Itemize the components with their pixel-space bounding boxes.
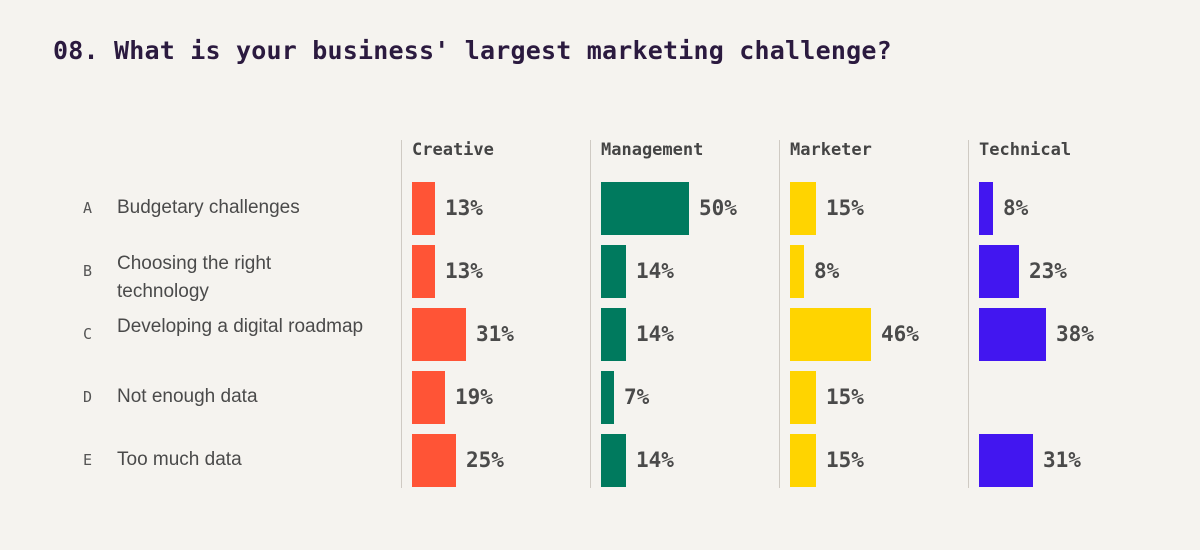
bar-marketer-e [790, 434, 816, 487]
row-letter-e: E [83, 451, 93, 469]
value-label: 8% [814, 259, 840, 283]
bar-technical-a [979, 182, 993, 235]
row-label-e: Too much data [117, 449, 242, 470]
value-label: 19% [455, 385, 493, 409]
value-label: 46% [881, 322, 919, 346]
bar-management-d [601, 371, 614, 424]
bar-creative-e [412, 434, 456, 487]
bar-creative-b [412, 245, 435, 298]
group-header-marketer: Marketer [790, 140, 872, 160]
group-header-management: Management [601, 140, 704, 160]
row-label-d: Not enough data [117, 386, 258, 407]
bar-management-a [601, 182, 689, 235]
bar-technical-c [979, 308, 1046, 361]
group-divider [968, 140, 969, 488]
value-label: 25% [466, 448, 504, 472]
bar-technical-e [979, 434, 1033, 487]
row-label-b: Choosing the right technology [117, 253, 272, 302]
value-label: 14% [636, 448, 674, 472]
value-label: 31% [1043, 448, 1081, 472]
bar-creative-a [412, 182, 435, 235]
group-header-technical: Technical [979, 140, 1072, 160]
row-letter-c: C [83, 325, 93, 343]
value-label: 7% [624, 385, 650, 409]
group-divider [401, 140, 402, 488]
value-label: 13% [445, 196, 483, 220]
value-label: 15% [826, 385, 864, 409]
value-label: 31% [476, 322, 514, 346]
value-label: 38% [1056, 322, 1094, 346]
value-label: 8% [1003, 196, 1029, 220]
value-label: 15% [826, 448, 864, 472]
value-label: 14% [636, 322, 674, 346]
bar-creative-c [412, 308, 466, 361]
value-label: 23% [1029, 259, 1067, 283]
group-divider [590, 140, 591, 488]
bar-marketer-d [790, 371, 816, 424]
bar-creative-d [412, 371, 445, 424]
value-label: 15% [826, 196, 864, 220]
bar-management-c [601, 308, 626, 361]
row-letter-b: B [83, 262, 93, 280]
group-header-creative: Creative [412, 140, 494, 160]
bar-management-b [601, 245, 626, 298]
group-divider [779, 140, 780, 488]
bar-marketer-c [790, 308, 871, 361]
chart-title: 08. What is your business' largest marke… [53, 36, 892, 65]
value-label: 50% [699, 196, 737, 220]
bar-technical-b [979, 245, 1019, 298]
row-label-c: Developing a digital roadmap [117, 316, 364, 337]
bar-management-e [601, 434, 626, 487]
bar-marketer-a [790, 182, 816, 235]
row-letter-d: D [83, 388, 93, 406]
value-label: 13% [445, 259, 483, 283]
value-label: 14% [636, 259, 674, 283]
row-letter-a: A [83, 199, 93, 217]
bar-marketer-b [790, 245, 804, 298]
row-label-a: Budgetary challenges [117, 197, 300, 218]
